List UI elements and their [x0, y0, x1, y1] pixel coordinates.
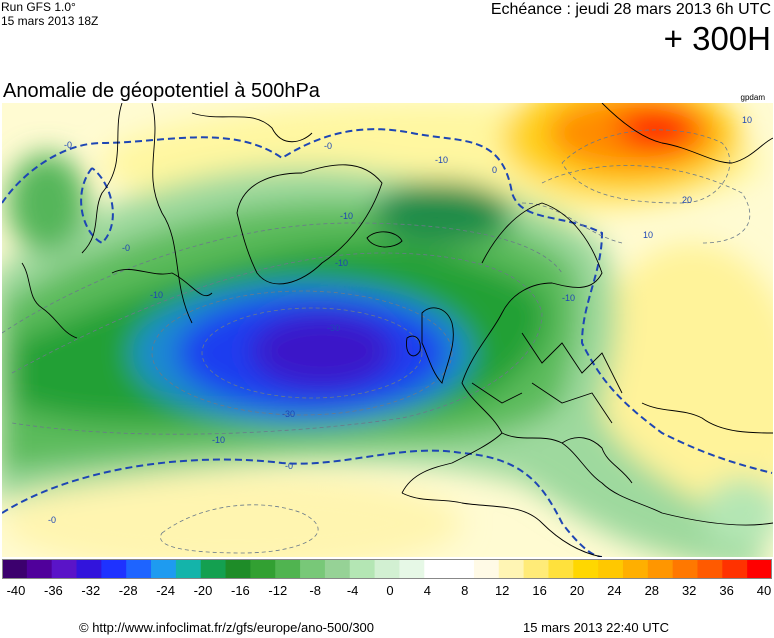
scale-tick-label: -16 — [230, 583, 250, 598]
scale-swatch — [101, 559, 127, 579]
scale-tick-label: -36 — [43, 583, 63, 598]
scale-tick-label: 28 — [644, 583, 660, 598]
scale-swatch — [300, 559, 326, 579]
scale-swatch — [200, 559, 227, 579]
scale-swatch — [2, 559, 28, 579]
forecast-valid-time: Echéance : jeudi 28 mars 2013 6h UTC — [490, 1, 771, 18]
scale-swatch — [51, 559, 78, 579]
scale-tick-label: -32 — [81, 583, 101, 598]
scale-swatch — [598, 559, 624, 579]
scale-tick-label: -8 — [309, 583, 321, 598]
scale-swatch — [275, 559, 301, 579]
scale-tick-label: -24 — [156, 583, 175, 598]
map-title: Anomalie de géopotentiel à 500hPa — [3, 80, 320, 102]
svg-text:-0: -0 — [48, 515, 56, 525]
color-scale-labels: -40 -36 -32 -28 -24 -20 -16 -12 -8 -4 0 4 8 12 16 20 24 2… — [2, 583, 772, 599]
scale-tick-label: 40 — [756, 583, 772, 598]
scale-swatch — [175, 559, 202, 579]
svg-text:0: 0 — [492, 165, 497, 175]
scale-swatch — [374, 559, 401, 579]
svg-text:20: 20 — [682, 195, 692, 205]
scale-tick-label: -4 — [346, 583, 359, 598]
color-scale-bar — [2, 559, 772, 579]
scale-swatch — [647, 559, 674, 579]
scale-swatch — [151, 559, 177, 579]
scale-tick-label: 4 — [423, 583, 432, 598]
svg-text:-10: -10 — [340, 211, 353, 221]
scale-tick-label: 36 — [719, 583, 734, 598]
svg-text:-10: -10 — [212, 435, 225, 445]
svg-text:10: 10 — [643, 230, 653, 240]
scale-swatch — [324, 559, 351, 579]
svg-text:-10: -10 — [335, 258, 348, 268]
scale-tick-label: -28 — [118, 583, 138, 598]
scale-swatch — [250, 559, 276, 579]
svg-text:-10: -10 — [435, 155, 448, 165]
generation-time: 15 mars 2013 22:40 UTC — [523, 620, 669, 635]
scale-tick-label: -40 — [6, 583, 26, 598]
brand-mark: gpdam — [740, 93, 765, 102]
scale-swatch — [76, 559, 102, 579]
svg-text:-30: -30 — [282, 409, 295, 419]
scale-swatch — [424, 559, 450, 579]
scale-tick-label: 0 — [386, 583, 394, 598]
scale-swatch — [573, 559, 599, 579]
scale-tick-label: 24 — [607, 583, 622, 598]
svg-text:-10: -10 — [562, 293, 575, 303]
scale-swatch — [449, 559, 475, 579]
scale-swatch — [26, 559, 53, 579]
scale-swatch — [349, 559, 376, 579]
scale-tick-label: 32 — [681, 583, 697, 598]
svg-text:10: 10 — [742, 115, 752, 125]
run-label: Run GFS 1.0° — [1, 0, 76, 14]
scale-tick-label: 16 — [532, 583, 547, 598]
anomaly-field: -30 -30 -10 -10 -10 -10 -10 -10 -0 -0 -0… — [2, 103, 773, 557]
scale-swatch — [622, 559, 649, 579]
forecast-lead-time: + 300H — [663, 20, 771, 57]
scale-swatch — [126, 559, 152, 579]
scale-swatch — [399, 559, 425, 579]
scale-swatch — [548, 559, 574, 579]
scale-tick-label: 12 — [494, 583, 510, 598]
scale-swatch — [473, 559, 500, 579]
coastlines — [21, 103, 773, 557]
svg-text:-0: -0 — [324, 141, 332, 151]
scale-tick-label: -12 — [268, 583, 288, 598]
anomaly-map: -30 -30 -10 -10 -10 -10 -10 -10 -0 -0 -0… — [2, 103, 773, 557]
svg-text:-10: -10 — [150, 290, 163, 300]
scale-swatch — [498, 559, 525, 579]
source-credit: © http://www.infoclimat.fr/z/gfs/europe/… — [79, 620, 375, 635]
scale-swatch — [523, 559, 550, 579]
run-date: 15 mars 2013 18Z — [1, 14, 99, 28]
scale-swatch — [225, 559, 251, 579]
dashed-contours — [2, 129, 751, 554]
svg-text:-0: -0 — [122, 243, 130, 253]
svg-text:-30: -30 — [327, 323, 340, 333]
scale-tick-label: 20 — [569, 583, 585, 598]
contour-labels: -30 -30 -10 -10 -10 -10 -10 -10 -0 -0 -0… — [48, 115, 752, 525]
svg-text:-0: -0 — [64, 140, 72, 150]
scale-tick-label: -20 — [193, 583, 213, 598]
scale-tick-label: 8 — [461, 583, 469, 598]
scale-swatch — [747, 559, 772, 579]
scale-swatch — [722, 559, 748, 579]
scale-swatch — [697, 559, 723, 579]
svg-text:-0: -0 — [285, 461, 293, 471]
scale-swatch — [672, 559, 699, 579]
